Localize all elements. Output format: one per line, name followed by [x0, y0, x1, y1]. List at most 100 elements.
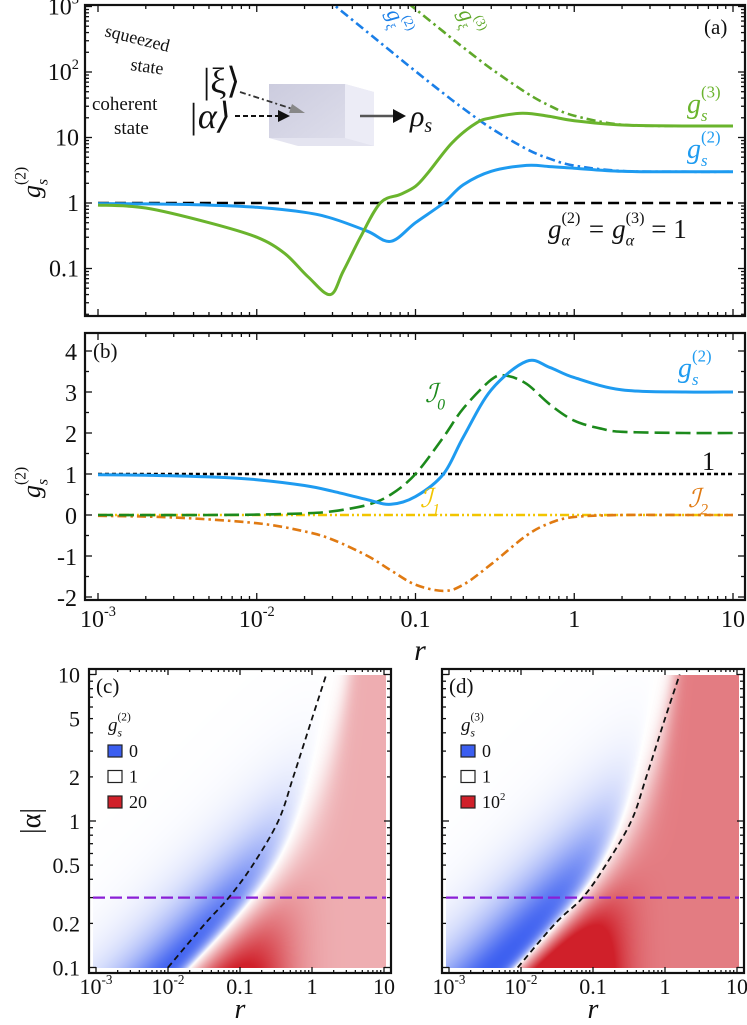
tick-label: 10 — [373, 974, 395, 999]
tick-label: 2 — [69, 765, 80, 790]
legend-title-sub: s — [471, 727, 476, 739]
alpha-ket: |α⟩ — [188, 96, 231, 136]
tick-label: 0.5 — [53, 853, 81, 878]
plot-frame — [83, 331, 747, 602]
tick-label-base: 10 — [80, 607, 104, 633]
gs3-label-sub: s — [701, 106, 708, 125]
tick-label: 10-3 — [80, 972, 113, 999]
tick-label-base: 0.1 — [53, 956, 81, 981]
legend-title-sub: s — [118, 727, 123, 739]
tick-label-base: 10 — [433, 974, 455, 999]
arrow-head-icon — [278, 110, 290, 122]
series-I2 — [97, 513, 733, 593]
crystal-cube-side — [345, 84, 374, 146]
tick-label-base: -2 — [57, 586, 77, 612]
tick-label: 10-2 — [239, 604, 275, 633]
tick-label: -1 — [57, 545, 77, 571]
tick-label-base: 0.1 — [49, 257, 79, 283]
x-axis-label: r — [414, 634, 426, 667]
tick-label-exponent: -3 — [104, 604, 116, 620]
squeezed-label: squeezed — [103, 20, 172, 55]
tick-label: 10-2 — [152, 972, 185, 999]
tick-label-base: 0.1 — [226, 974, 254, 999]
tick-label-base: 10 — [152, 974, 174, 999]
tick-label-exponent: 2 — [72, 57, 79, 73]
panel-tag: (b) — [93, 339, 118, 363]
legend-label: 20 — [129, 792, 147, 812]
tick-label-base: 10 — [373, 974, 395, 999]
coherent-reference-label-sub: α — [562, 232, 571, 250]
tick-label: 10 — [726, 974, 747, 999]
tick-label: 1 — [307, 974, 318, 999]
legend-title-base: g — [461, 715, 471, 736]
legend-label: 1 — [129, 767, 138, 787]
gs2-label-sup: (2) — [701, 128, 721, 147]
series-gs2 — [97, 358, 734, 506]
tick-label-base: 10 — [482, 792, 500, 812]
tick-label-base: 1 — [660, 974, 671, 999]
gs2-label-base: g — [687, 134, 701, 165]
tick-label-exponent: 2 — [500, 791, 505, 803]
y-axis-label: gs (2) — [13, 467, 52, 498]
legend-swatch — [107, 744, 123, 758]
gs3-label-sup: (3) — [701, 83, 721, 102]
state-label: state — [129, 54, 164, 78]
arrow-head-icon — [289, 104, 305, 113]
coherent-reference-label-sup: (3) — [626, 209, 645, 227]
tick-label-base: 1 — [65, 463, 77, 489]
tick-label: 102 — [48, 57, 79, 86]
tick-label-base: 0.5 — [53, 853, 81, 878]
tick-label-base: 0 — [482, 741, 491, 761]
tick-label-base: 1 — [67, 191, 79, 217]
tick-label: -2 — [57, 586, 77, 612]
tick-label-exponent: -2 — [527, 972, 538, 987]
legend-swatch — [460, 795, 476, 809]
I1-label: ℐ1 — [420, 484, 440, 518]
tick-label-base: 5 — [69, 707, 80, 732]
gxi3-label-sup: (3) — [471, 12, 491, 32]
panel-c: 10-3 10-2 0.1 1 10r0.10.20.512510|α|(c)gs(2)… — [16, 663, 395, 1025]
tick-label: 10 — [721, 607, 745, 633]
tick-label: 4 — [65, 340, 77, 366]
tick-label: 10-2 — [505, 972, 538, 999]
series-gs3 — [97, 111, 734, 297]
gs2-label: gs (2) — [687, 128, 721, 170]
gs2-label-sub: s — [692, 370, 699, 389]
gxi3-label-sub: ξ — [455, 20, 471, 32]
coherent-reference-label-sup: (2) — [562, 209, 581, 227]
unity-label: 1 — [702, 447, 715, 476]
tick-label-base: 10 — [726, 974, 747, 999]
tick-label-base: 0 — [129, 741, 138, 761]
coherent-reference-label-base: g — [548, 214, 562, 244]
tick-label: 1 — [65, 463, 77, 489]
tick-label-base: 1 — [69, 809, 80, 834]
boundary-curve — [517, 674, 681, 969]
tick-label: 1 — [69, 809, 80, 834]
gs2-label-base: g — [678, 353, 692, 384]
legend-title-sup: (2) — [118, 712, 131, 724]
I0-label: ℐ0 — [425, 379, 445, 413]
legend-title: gs (2) — [108, 712, 131, 740]
tick-label-exponent: -2 — [263, 604, 275, 620]
I0-label-base: ℐ — [425, 379, 441, 408]
legend-label: 0 — [129, 741, 138, 761]
tick-label-base: 1 — [568, 607, 580, 633]
tick-label: 10 — [58, 663, 80, 688]
tick-label: 0.1 — [226, 974, 254, 999]
rho-s-label: ρs — [409, 100, 432, 137]
tick-label-exponent: 3 — [72, 0, 79, 8]
tick-label: 103 — [48, 0, 79, 20]
I2-label: ℐ2 — [688, 484, 708, 518]
tick-label-base: 1 — [129, 767, 138, 787]
y-axis-label-base: g — [17, 185, 46, 198]
tick-label-base: 1 — [482, 767, 491, 787]
tick-label-base: 2 — [65, 422, 77, 448]
tick-label: 10-3 — [433, 972, 466, 999]
tick-label-base: 3 — [65, 381, 77, 407]
x-axis-label: r — [235, 994, 246, 1025]
tick-label: 2 — [65, 422, 77, 448]
